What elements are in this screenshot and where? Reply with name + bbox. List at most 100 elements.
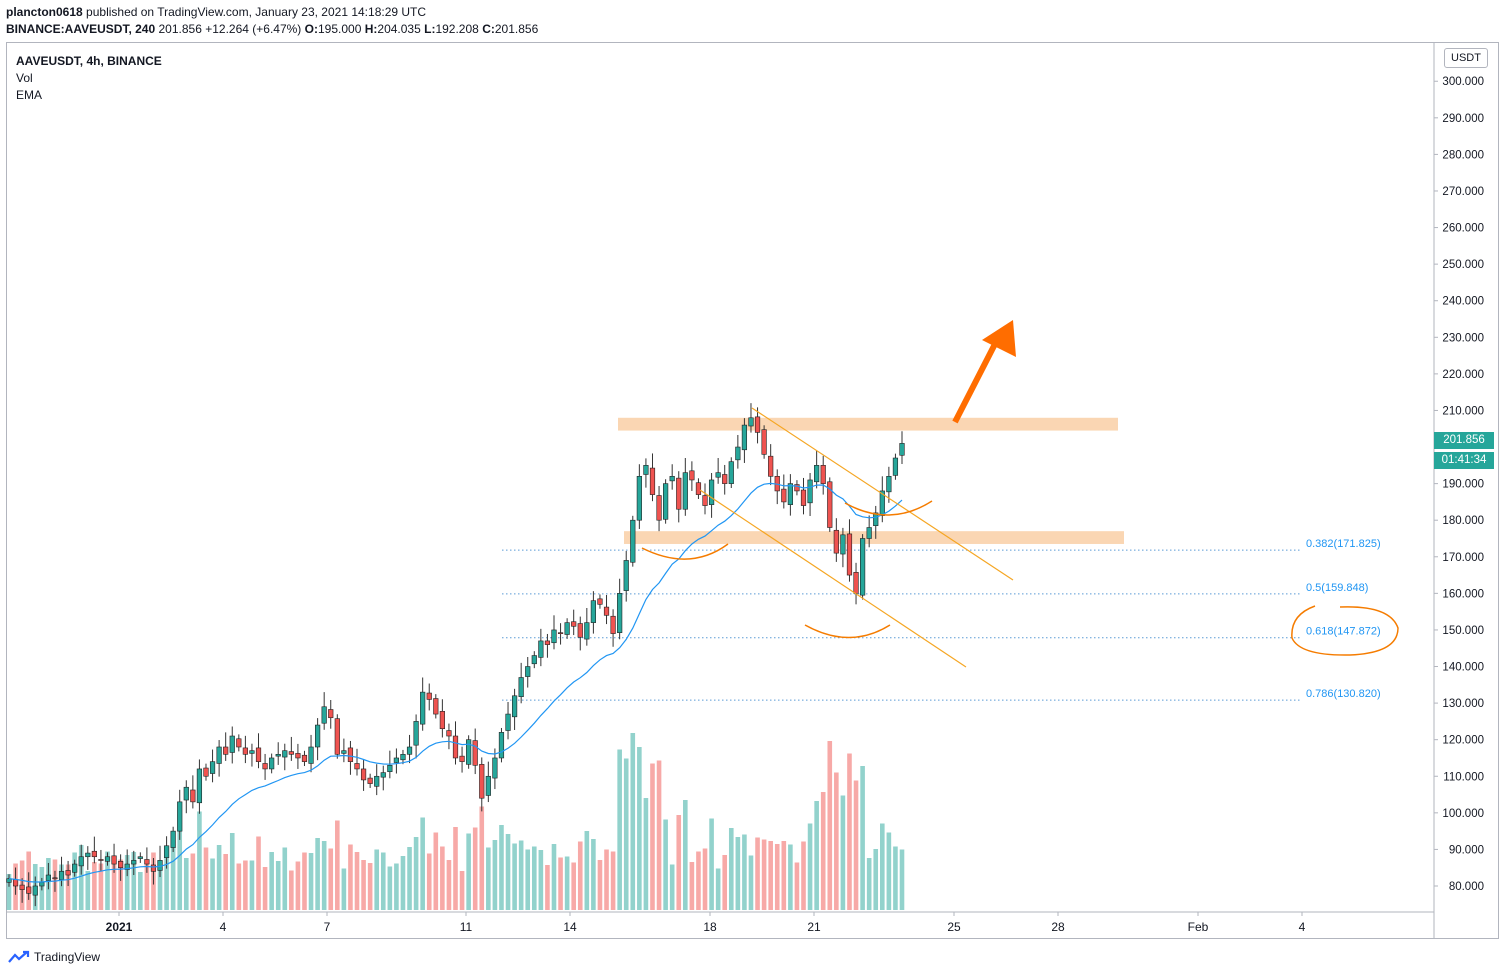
candle-body (242, 747, 248, 755)
candle-body (118, 861, 124, 869)
volume-bar (92, 862, 97, 910)
volume-bar (85, 871, 91, 910)
candle-body (321, 706, 327, 724)
volume-bar (426, 853, 432, 910)
volume-bar (72, 852, 77, 910)
candle-body (525, 666, 531, 677)
candle-body (518, 677, 524, 697)
volume-bar (637, 747, 642, 910)
volume-bar (341, 868, 347, 910)
price-tick-label: 130.000 (1442, 698, 1484, 710)
price-tick-label: 300.000 (1442, 76, 1484, 88)
candle-body (367, 777, 373, 784)
volume-bar (249, 860, 255, 910)
currency-badge[interactable]: USDT (1444, 48, 1488, 68)
close-value: 201.856 (494, 22, 539, 36)
volume-bar (144, 861, 150, 910)
volume-bar (794, 862, 800, 910)
volume-bar (781, 841, 787, 910)
publisher-name[interactable]: plancton0618 (6, 5, 83, 19)
volume-bar (840, 795, 846, 910)
price-tick-label: 180.000 (1442, 515, 1484, 527)
candle-body (347, 747, 354, 762)
time-tick-label: 21 (807, 920, 821, 934)
last-price: 201.856 (158, 22, 202, 36)
volume-bar (269, 852, 274, 910)
legend-volume[interactable]: Vol (16, 71, 33, 85)
candle-body (617, 593, 623, 633)
volume-bar (433, 832, 439, 910)
volume-bar (768, 841, 773, 910)
candle-body (840, 534, 846, 555)
breakout-arrow-head (982, 320, 1016, 357)
candle-body (748, 417, 754, 427)
breakout-arrow-shaft (952, 340, 999, 424)
publish-info: plancton0618 published on TradingView.co… (6, 5, 426, 19)
candle-body (78, 856, 84, 867)
volume-bar (407, 847, 412, 910)
candle-body (72, 863, 78, 873)
price-change: +12.264 (+6.47%) (205, 22, 302, 36)
volume-bar (696, 851, 701, 910)
volume-bar (446, 860, 452, 910)
channel-lower-line (699, 489, 967, 668)
legend-symbol[interactable]: AAVEUSDT, 4h, BINANCE (16, 54, 162, 68)
candle-body (223, 746, 229, 755)
volume-bar (623, 758, 629, 910)
volume-bar (203, 847, 209, 910)
candle-body (341, 750, 347, 754)
candle-body (886, 476, 892, 493)
candle-body (413, 721, 419, 746)
volume-bar (440, 846, 445, 910)
head-arc (804, 624, 891, 639)
candle-body (196, 768, 203, 804)
candle-body (420, 691, 426, 725)
time-tick-label: 28 (1051, 920, 1065, 934)
volume-bar (584, 831, 590, 910)
time-tick-label: 14 (563, 920, 577, 934)
tradingview-logo[interactable]: TradingView (8, 950, 100, 964)
volume-bar (223, 854, 228, 910)
volume-bar (183, 858, 189, 910)
candle-body (295, 753, 301, 759)
volume-bar (525, 849, 531, 910)
volume-bar (643, 798, 649, 910)
symbol-line: BINANCE:AAVEUSDT, 240 (6, 22, 156, 36)
volume-bar (413, 837, 419, 910)
high-value: 204.035 (377, 22, 421, 36)
volume-bar (321, 841, 327, 910)
candle-body (511, 695, 518, 718)
candle-body (728, 461, 734, 484)
candle-body (603, 606, 610, 616)
volume-bar (78, 845, 84, 910)
candle-body (584, 622, 590, 640)
volume-bar (880, 823, 885, 910)
volume-bar (131, 852, 137, 910)
candle-body (866, 527, 872, 539)
volume-bar (676, 815, 682, 910)
candle-body (649, 467, 656, 495)
support-zone (624, 531, 1124, 544)
volume-bar (289, 870, 294, 910)
legend-ema[interactable]: EMA (16, 88, 43, 102)
volume-bar (545, 865, 550, 910)
volume-bar (827, 741, 833, 910)
volume-bar (459, 871, 465, 910)
volume-bar (715, 868, 721, 910)
volume-bar (492, 840, 498, 910)
price-tick-label: 190.000 (1442, 479, 1484, 491)
candle-body (301, 754, 308, 762)
candle-body (124, 863, 130, 870)
candle-body (354, 763, 360, 770)
time-tick-label: 4 (1299, 920, 1306, 934)
volume-bar (499, 825, 504, 910)
volume-bar (531, 846, 537, 910)
volume-bar (899, 849, 905, 910)
volume-bar (728, 828, 734, 910)
price-tick-label: 100.000 (1442, 808, 1484, 820)
volume-bar (275, 861, 281, 910)
countdown-tag: 01:41:34 (1434, 452, 1494, 469)
fib-level-label: 0.618(147.872) (1306, 626, 1381, 638)
open-value: 195.000 (317, 22, 362, 36)
